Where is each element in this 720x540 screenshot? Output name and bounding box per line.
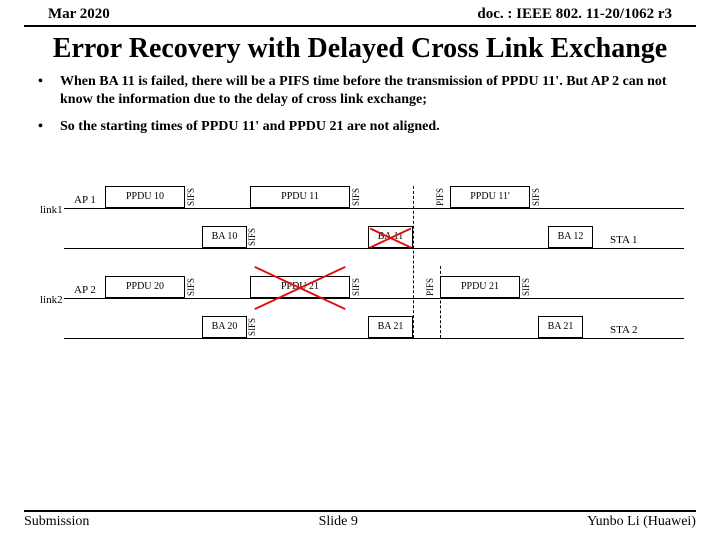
ifs-link1-4: SIFS bbox=[531, 184, 541, 210]
ifs-link2-2: SIFS bbox=[351, 274, 361, 300]
block-ppdu11p: PPDU 11' bbox=[450, 186, 530, 208]
block-ppdu20: PPDU 20 bbox=[105, 276, 185, 298]
block-ppdu11: PPDU 11 bbox=[250, 186, 350, 208]
block-ba20: BA 20 bbox=[202, 316, 247, 338]
block-ba12: BA 12 bbox=[548, 226, 593, 248]
ifs-link1-2: SIFS bbox=[351, 184, 361, 210]
ap-label-link1: AP 1 bbox=[74, 194, 96, 206]
block-ppdu21b: PPDU 21 bbox=[440, 276, 520, 298]
line-link1-top bbox=[64, 208, 684, 210]
footer-left: Submission bbox=[24, 514, 89, 530]
ifs-link1-0: SIFS bbox=[186, 184, 196, 210]
ifs-link2-0: SIFS bbox=[186, 274, 196, 300]
block-ppdu10: PPDU 10 bbox=[105, 186, 185, 208]
block-ppdu21a: PPDU 21 bbox=[250, 276, 350, 298]
ifs-link1-3: PIFS bbox=[435, 184, 445, 210]
block-ba21a: BA 21 bbox=[368, 316, 413, 338]
timing-diagram: link1 AP 1 STA 1 PPDU 10 PPDU 11 PPDU 11' BA 1… bbox=[0, 176, 720, 376]
bullet-list: When BA 11 is failed, there will be a PI… bbox=[60, 73, 670, 136]
link-label-link1: link1 bbox=[40, 204, 63, 216]
bullet-1: When BA 11 is failed, there will be a PI… bbox=[60, 73, 670, 109]
header-date: Mar 2020 bbox=[48, 6, 110, 23]
block-ba10: BA 10 bbox=[202, 226, 247, 248]
dashed-0 bbox=[413, 186, 414, 338]
footer-center: Slide 9 bbox=[319, 514, 358, 530]
line-link1-bot bbox=[64, 248, 684, 250]
ifs-link2-4: SIFS bbox=[521, 274, 531, 300]
sta-label-link2: STA 2 bbox=[610, 324, 638, 336]
ap-label-link2: AP 2 bbox=[74, 284, 96, 296]
sta-label-link1: STA 1 bbox=[610, 234, 638, 246]
ifs-link1-1: SIFS bbox=[247, 224, 257, 250]
block-ba21b: BA 21 bbox=[538, 316, 583, 338]
header-doc: doc. : IEEE 802. 11-20/1062 r3 bbox=[477, 6, 672, 23]
link-label-link2: link2 bbox=[40, 294, 63, 306]
bullet-2: So the starting times of PPDU 11' and PP… bbox=[60, 118, 670, 136]
dashed-1 bbox=[440, 266, 441, 338]
ifs-link2-3: PIFS bbox=[425, 274, 435, 300]
line-link2-top bbox=[64, 298, 684, 300]
ifs-link2-1: SIFS bbox=[247, 314, 257, 340]
page-title: Error Recovery with Delayed Cross Link E… bbox=[24, 33, 696, 65]
line-link2-bot bbox=[64, 338, 684, 340]
footer: Submission Slide 9 Yunbo Li (Huawei) bbox=[24, 510, 696, 530]
block-ba11: BA 11 bbox=[368, 226, 413, 248]
footer-right: Yunbo Li (Huawei) bbox=[587, 514, 696, 530]
